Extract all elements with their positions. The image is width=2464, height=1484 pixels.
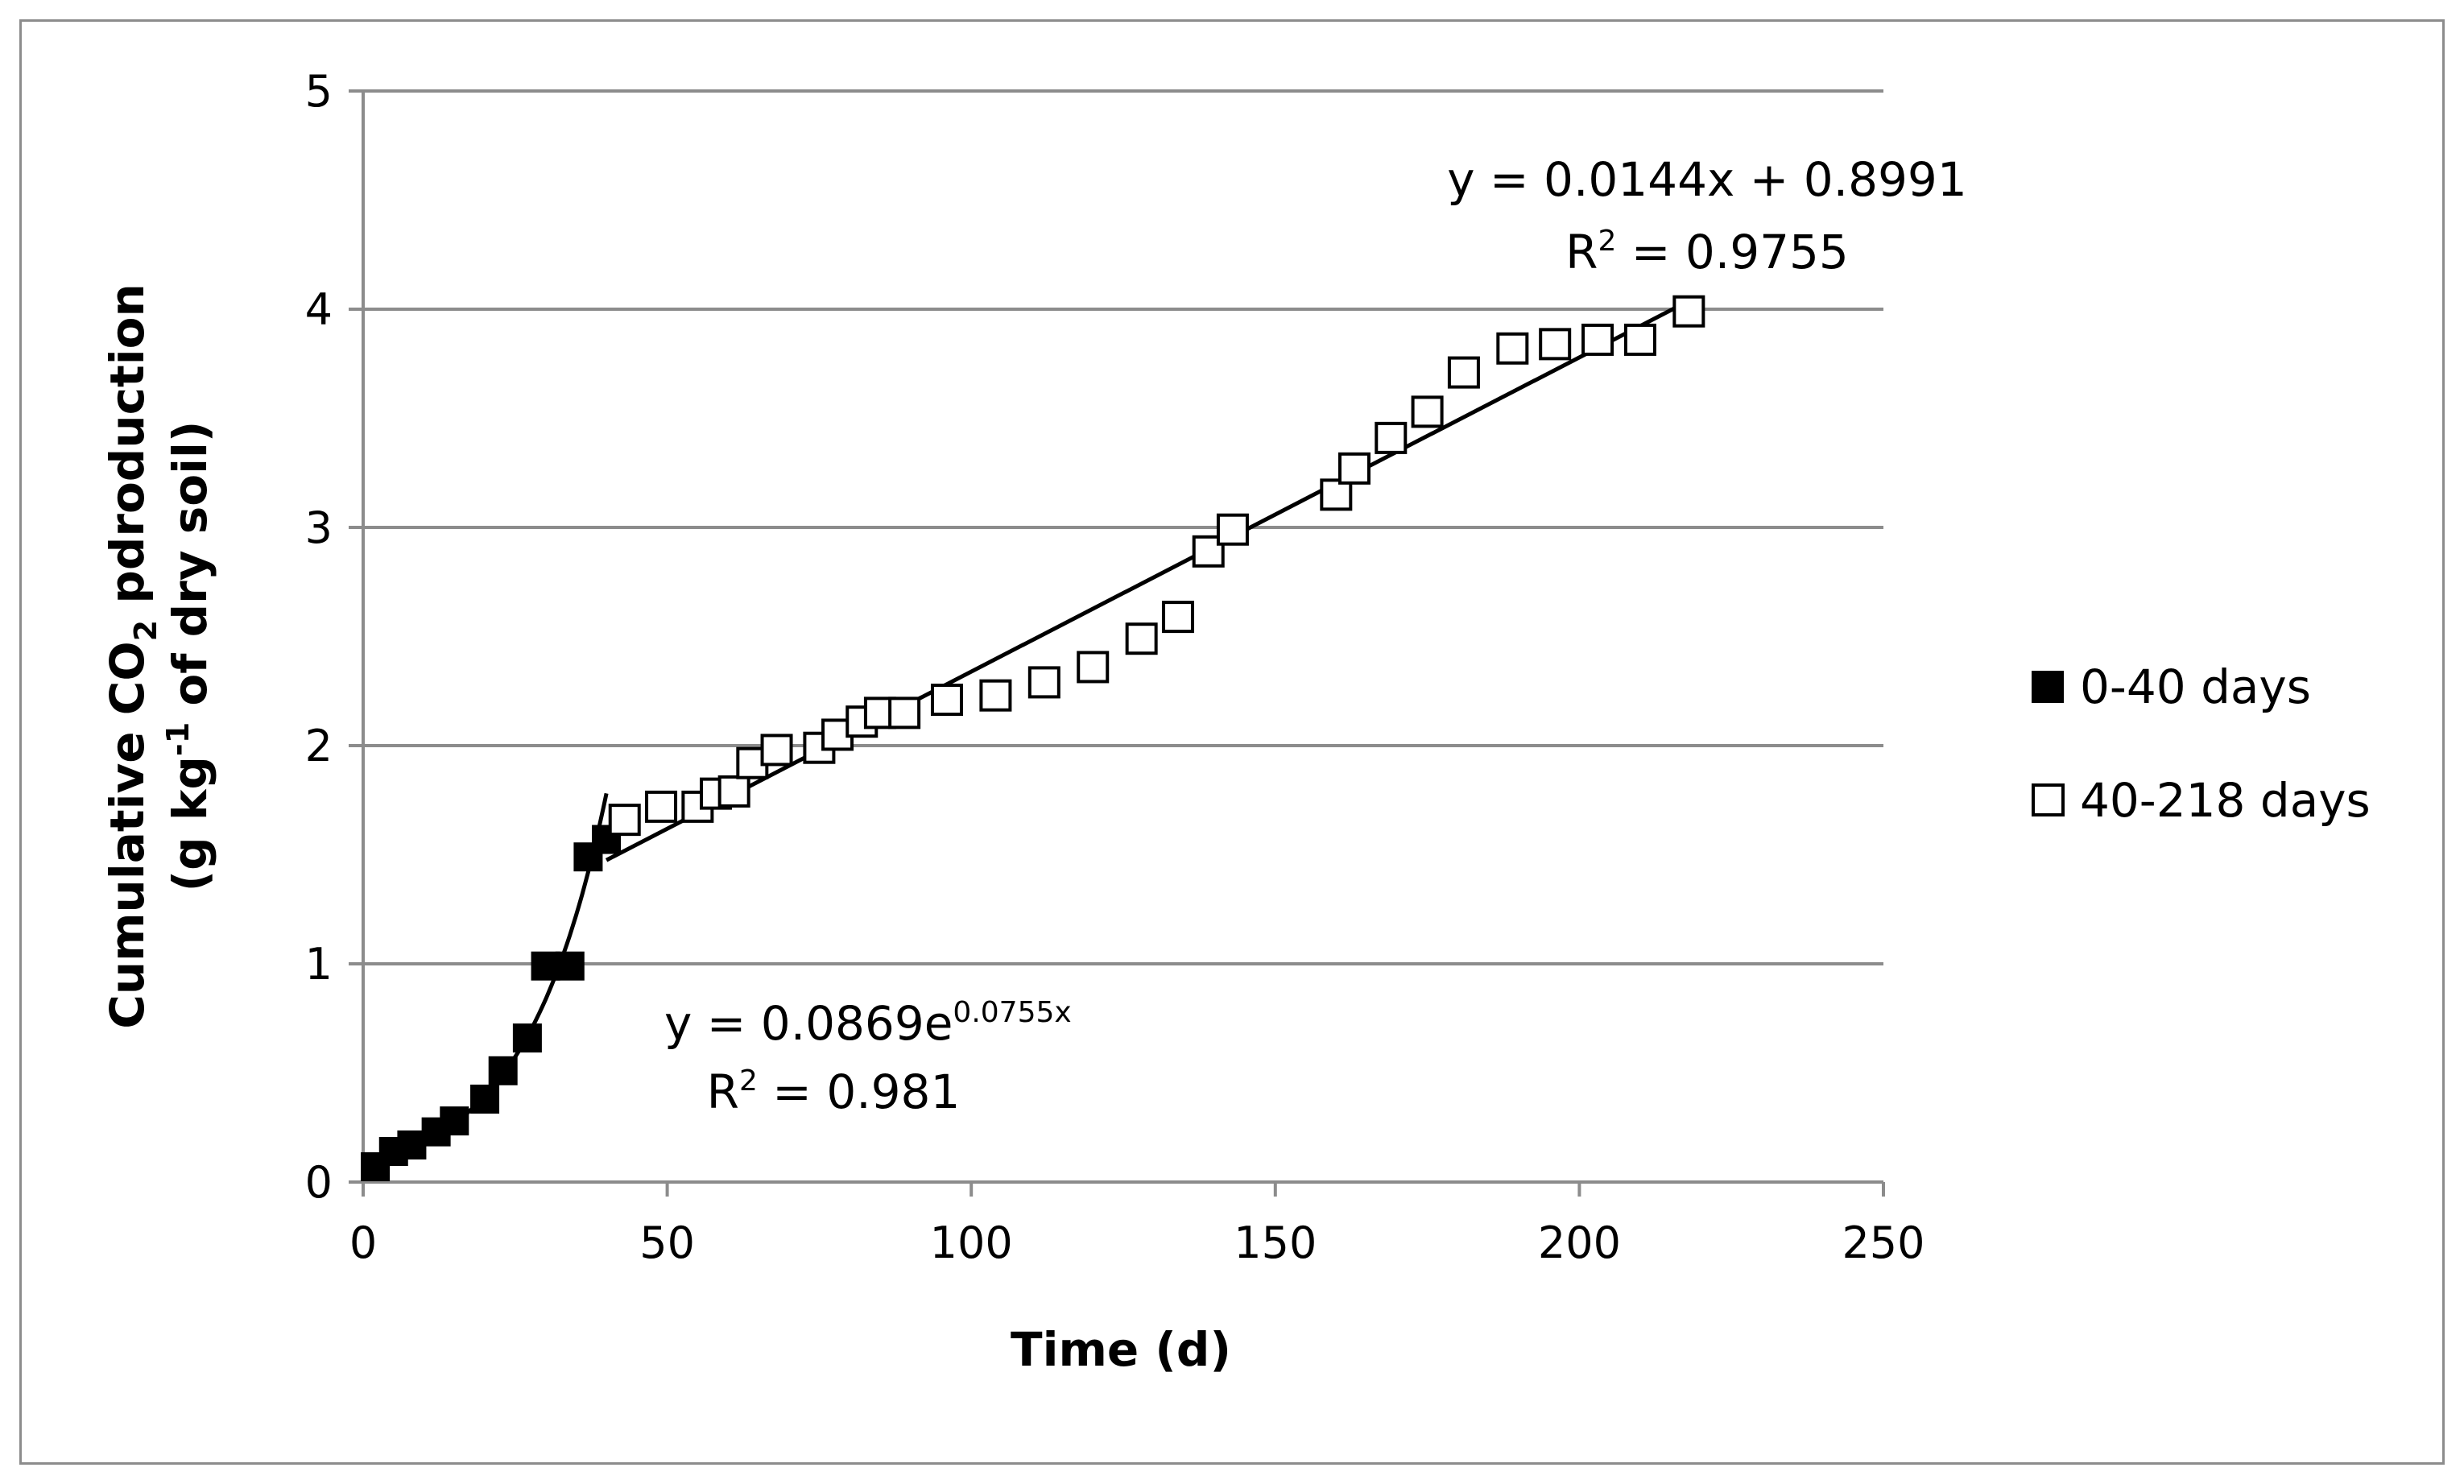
point-40-218-days xyxy=(1581,323,1614,356)
point-0-40-days xyxy=(555,951,585,981)
legend-label-40-218: 40-218 days xyxy=(2080,773,2371,828)
point-40-218-days xyxy=(979,679,1012,712)
point-0-40-days xyxy=(470,1085,500,1114)
x-axis-title: Time (d) xyxy=(1011,1322,1231,1377)
x-tick-label-250: 250 xyxy=(1842,1217,1924,1268)
point-0-40-days xyxy=(488,1056,518,1085)
legend: 0-40 days 40-218 days xyxy=(2032,659,2371,828)
exp-fit-equation: y = 0.0869e0.0755x xyxy=(664,996,1072,1051)
legend-marker-open-square xyxy=(2032,783,2065,816)
linear-fit-equation: y = 0.0144x + 0.8991 xyxy=(1447,152,1966,207)
axes xyxy=(349,89,1885,1197)
x-tick-label-200: 200 xyxy=(1538,1217,1621,1268)
y-tick-label-3: 3 xyxy=(305,502,333,553)
linear-fit-r2: R2 = 0.9755 xyxy=(1565,225,1849,279)
point-40-218-days xyxy=(1623,323,1656,356)
y-axis-title-line1: Cumulative CO2 pdroduction xyxy=(100,283,163,1029)
x-tick-label-0: 0 xyxy=(349,1217,377,1268)
trendlines xyxy=(362,299,1690,1165)
y-tick-label-0: 0 xyxy=(305,1157,333,1208)
point-40-218-days xyxy=(888,697,921,730)
y-tick-label-1: 1 xyxy=(305,939,333,990)
point-40-218-days xyxy=(1077,651,1110,684)
exp-fit-r2: R2 = 0.981 xyxy=(707,1064,961,1119)
gridlines xyxy=(363,89,1883,965)
y-axis-title: Cumulative CO2 pdroduction (g kg-1 of dr… xyxy=(100,283,217,1029)
point-40-218-days xyxy=(1320,478,1353,511)
point-40-218-days xyxy=(1447,356,1480,389)
legend-label-0-40: 0-40 days xyxy=(2080,659,2311,714)
point-40-218-days xyxy=(1539,328,1572,361)
x-tick-label-150: 150 xyxy=(1234,1217,1317,1268)
point-40-218-days xyxy=(645,790,678,823)
point-40-218-days xyxy=(717,775,750,808)
point-0-40-days xyxy=(512,1023,542,1053)
point-40-218-days xyxy=(1375,421,1408,454)
point-40-218-days xyxy=(760,734,793,767)
point-40-218-days xyxy=(608,804,641,837)
y-tick-label-2: 2 xyxy=(305,721,333,771)
chart-frame xyxy=(19,19,2445,1465)
point-40-218-days xyxy=(1672,295,1705,328)
point-40-218-days xyxy=(1411,395,1444,428)
y-tick-label-5: 5 xyxy=(305,66,333,117)
point-40-218-days xyxy=(930,684,963,717)
point-0-40-days xyxy=(440,1106,469,1136)
point-40-218-days xyxy=(1216,513,1249,546)
point-40-218-days xyxy=(1496,332,1529,365)
y-tick-label-4: 4 xyxy=(305,284,333,335)
point-40-218-days xyxy=(1161,601,1194,634)
x-tick-label-50: 50 xyxy=(639,1217,695,1268)
legend-marker-filled-square xyxy=(2032,671,2064,703)
trendline-linear xyxy=(605,299,1690,862)
y-axis-title-line2: (g kg-1 of dry soil) xyxy=(160,421,217,892)
point-40-218-days xyxy=(1125,622,1158,655)
x-tick-label-100: 100 xyxy=(930,1217,1013,1268)
point-40-218-days xyxy=(1027,666,1060,699)
point-0-40-days xyxy=(397,1130,427,1160)
point-40-218-days xyxy=(1337,452,1370,485)
point-0-40-days xyxy=(531,951,560,981)
data-points xyxy=(361,295,1705,1182)
